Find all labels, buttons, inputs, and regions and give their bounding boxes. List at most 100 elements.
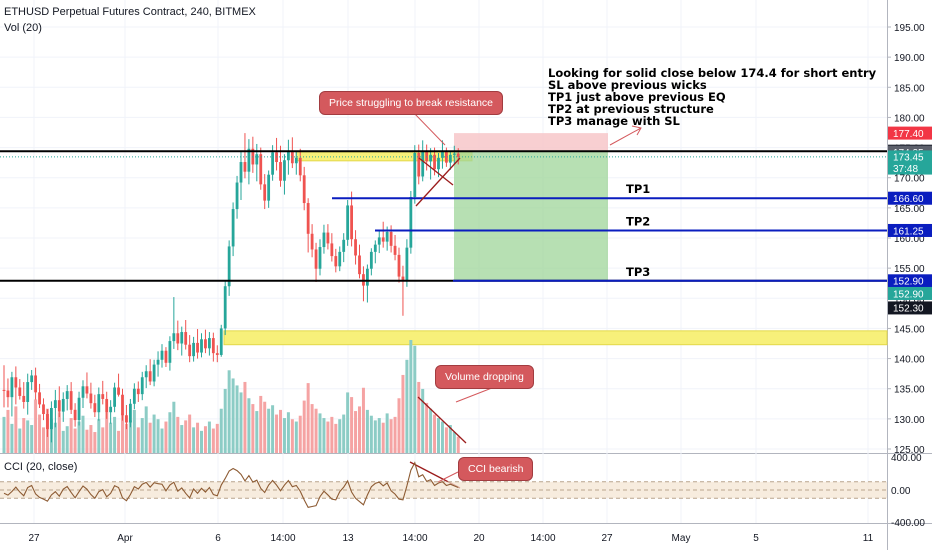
volume-bar [113,416,117,453]
candle [239,151,243,201]
price-axis-label: 177.40 [888,126,932,140]
volume-bar [105,412,109,453]
callout-pointer [437,471,459,483]
candle-body [89,393,93,404]
volume-bar [350,397,354,453]
candle [318,239,322,276]
candle [200,333,203,358]
volume-bar [263,401,267,453]
candle [14,366,18,405]
candle [267,170,271,208]
candle [34,367,37,400]
candle [73,403,77,427]
cci-callout: CCI bearish [458,457,534,481]
time-tick-label: May [672,533,691,544]
price-tick-label: 135.00 [894,385,925,396]
candle [38,383,41,409]
candle-body [192,342,195,357]
candle [144,365,148,389]
candle [263,174,267,210]
candle [65,385,69,411]
time-tick-label: 6 [215,533,221,544]
candle-body [144,371,148,378]
candle-body [168,341,172,363]
candle-body [279,162,282,181]
volume-bar [440,421,444,453]
tp-label: TP2 [626,214,650,228]
volume-bar [140,418,144,453]
price-tick-label: 140.00 [894,355,925,366]
cci-line [3,461,459,508]
volume-bar [160,428,164,453]
volume-bar [251,404,255,453]
candle [429,148,432,180]
volume-bar [365,409,369,453]
take-profit-zone [454,151,608,281]
candle-body [22,395,26,402]
volume-bar [38,414,42,453]
volume-bar [77,421,81,453]
candle-body [290,151,294,164]
candle [413,145,417,204]
volume-bar [73,428,77,453]
candle-body [385,231,389,242]
candle-body [259,154,263,185]
candle-body [196,342,199,353]
candle-body [50,408,53,430]
candle-body [405,247,409,281]
volume-bar [97,419,101,453]
price-tick-label: 130.00 [894,415,925,426]
candle [290,137,294,169]
candle [358,244,361,279]
candle [204,329,207,354]
candle-body [445,151,448,163]
note-line: TP2 at previous structure [548,102,714,116]
volume-bar [318,413,322,453]
volume-bar [192,427,196,453]
tp-label: TP3 [626,265,650,279]
candle-body [14,377,18,388]
chart-title: ETHUSD Perpetual Futures Contract, 240, … [4,6,256,18]
volume-bar [34,399,38,453]
candle-body [298,157,302,176]
candle [168,336,172,371]
note-arrow [609,127,642,146]
candle-body [113,387,116,407]
price-axis-label: 152.90 [888,286,932,300]
candle [85,372,89,399]
volume-bar [168,412,172,453]
candle [259,147,263,190]
candle-body [314,249,318,269]
candle-body [377,237,381,245]
candle-body [231,209,235,247]
volume-bar [211,428,215,453]
volume-bar [124,423,128,453]
volume-bar [81,415,85,453]
candle-body [338,251,342,267]
candle-body [53,400,57,409]
candle-body [61,398,65,412]
volume-bar [172,401,176,453]
candle-body [73,409,77,421]
volume-bar [101,427,105,453]
price-label-text: 152.30 [893,304,924,315]
volume-bar [196,422,200,453]
candle-body [433,154,436,170]
candle [184,319,188,350]
candle-body [69,391,73,410]
candle [247,139,251,185]
candle-body [129,403,132,423]
time-tick-label: 14:00 [270,533,295,544]
candle [6,378,10,408]
volume-bar [405,359,409,453]
candle [10,371,14,417]
candle [211,332,215,362]
candle-body [140,377,144,395]
volume-bar [381,422,385,453]
volume-bar [369,415,373,453]
candle [215,345,219,363]
volume-bar [247,398,251,453]
volume-bar [330,416,334,453]
candle-body [437,157,440,170]
stop-loss-zone [454,133,608,152]
